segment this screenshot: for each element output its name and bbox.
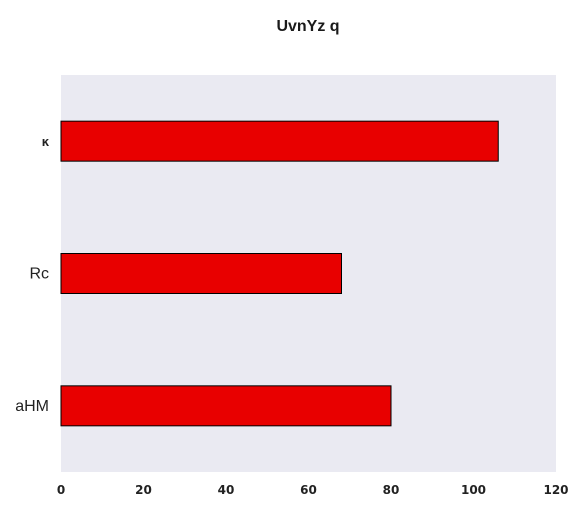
x-tick-label: 120 (543, 483, 568, 497)
x-tick-label: 0 (57, 483, 65, 497)
x-tick-label: 40 (218, 483, 235, 497)
x-tick-label: 100 (461, 483, 486, 497)
y-tick-label: aHM (15, 398, 49, 415)
x-tick-label: 20 (135, 483, 152, 497)
chart-title: UvnYz q (276, 18, 339, 35)
bar-0 (60, 120, 499, 162)
y-tick-label: ĸ (42, 134, 50, 149)
x-tick-label: 60 (300, 483, 317, 497)
x-tick-label: 80 (383, 483, 400, 497)
bar-1 (60, 253, 342, 294)
bar-2 (60, 385, 392, 427)
y-tick-label: Rc (29, 266, 49, 283)
